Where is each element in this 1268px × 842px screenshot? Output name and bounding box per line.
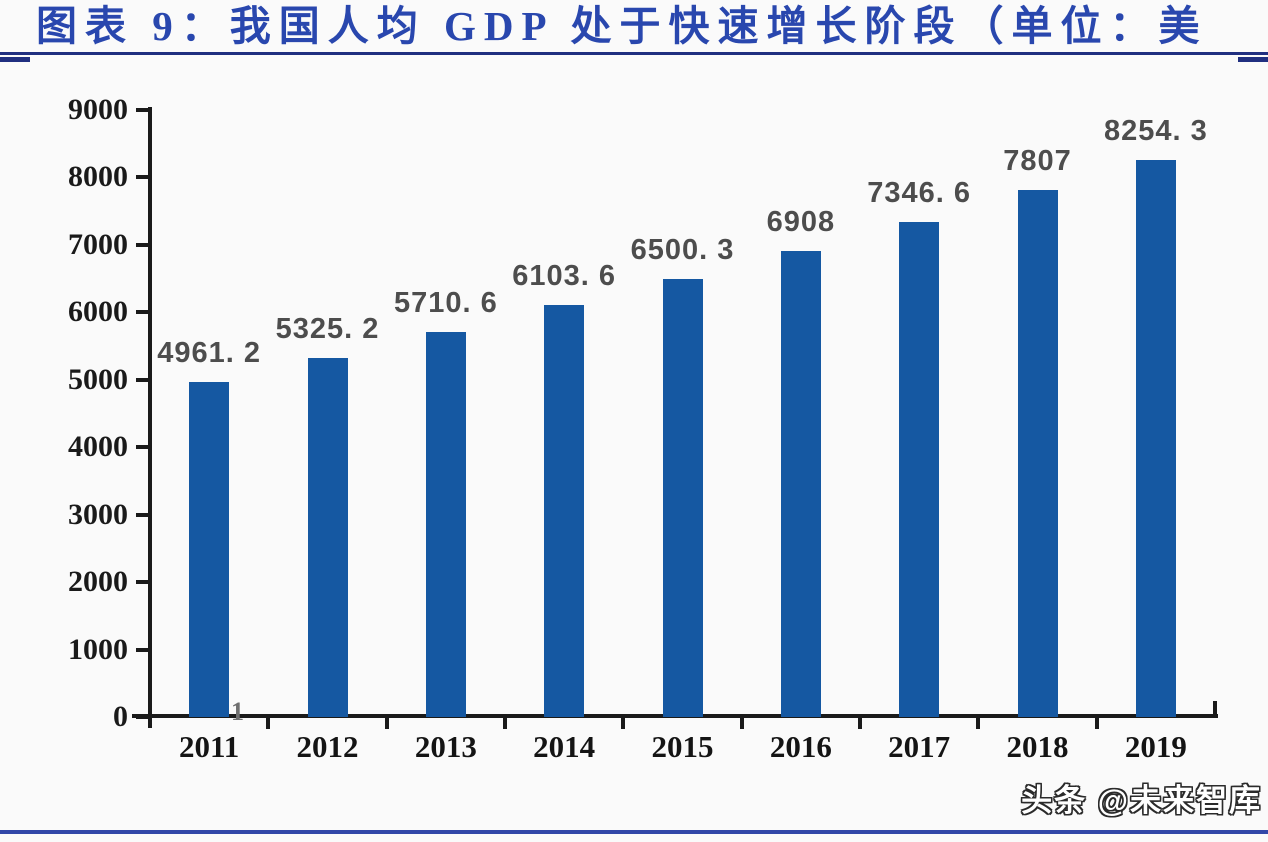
y-tick-mark [136,175,150,180]
bar-value-label: 5710. 6 [393,286,498,319]
bar [425,331,466,717]
bar-value-label: 7807 [1003,145,1072,178]
y-tick-label: 0 [113,700,128,733]
bar-value-label: 7346. 6 [867,176,972,209]
x-tick-mark [739,716,744,729]
x-axis-end-tick [1213,701,1217,716]
bar [662,278,703,717]
bar-value-label: 5325. 2 [275,312,380,345]
bar [1135,160,1176,717]
y-tick-label: 5000 [68,362,128,396]
footer-rule [0,830,1268,834]
x-tick-mark [503,716,507,729]
y-tick-mark [136,715,150,719]
y-tick-mark [136,310,150,315]
bar [544,305,585,717]
bar-value-label: 4961. 2 [157,337,262,370]
x-tick-label: 2015 [651,729,714,764]
x-tick-mark [384,716,389,729]
bar [780,251,821,717]
y-tick-mark [136,108,150,112]
x-tick-label: 2017 [888,729,951,764]
x-tick-label: 2012 [296,729,359,764]
y-axis-line [148,107,152,728]
bar-value-label: 8254. 3 [1103,115,1208,148]
y-tick-mark [136,512,150,517]
y-tick-label: 3000 [68,497,128,531]
y-tick-mark [136,647,150,652]
y-tick-label: 2000 [68,565,128,599]
y-tick-label: 7000 [68,227,128,261]
x-tick-mark [858,716,862,729]
bar-value-label: 6500. 3 [630,233,735,266]
bar [189,382,230,717]
x-tick-mark [621,716,626,729]
watermark: 头条 @未来智库 [1021,783,1262,818]
y-tick-label: 4000 [68,430,128,464]
x-tick-label: 2013 [414,729,477,764]
bar [899,221,940,717]
x-tick-label: 2016 [769,729,832,764]
x-tick-label: 2011 [179,729,240,764]
bar [1017,190,1058,717]
y-tick-mark [136,242,150,247]
x-tick-mark [1094,716,1099,729]
axis-artifact-text: 1 [231,697,244,726]
y-tick-mark [136,580,150,585]
y-tick-mark [136,377,150,382]
y-tick-label: 8000 [68,160,128,194]
x-tick-label: 2014 [533,729,596,764]
x-tick-label: 2018 [1006,729,1069,764]
x-tick-label: 2019 [1124,729,1187,764]
chart-title: 图表 9：我国人均 GDP 处于快速增长阶段（单位：美 [36,3,1208,49]
y-tick-label: 1000 [68,632,128,666]
bar-value-label: 6103. 6 [512,260,617,293]
title-underline [0,52,1268,55]
bar [307,357,348,717]
y-tick-label: 6000 [68,295,128,329]
x-tick-mark [266,716,271,729]
title-underline-right-cap [1238,57,1268,62]
bar-value-label: 6908 [766,206,836,239]
x-tick-mark [976,716,981,729]
y-tick-label: 9000 [68,93,128,126]
y-tick-mark [136,445,150,450]
title-underline-left-cap [0,57,30,62]
